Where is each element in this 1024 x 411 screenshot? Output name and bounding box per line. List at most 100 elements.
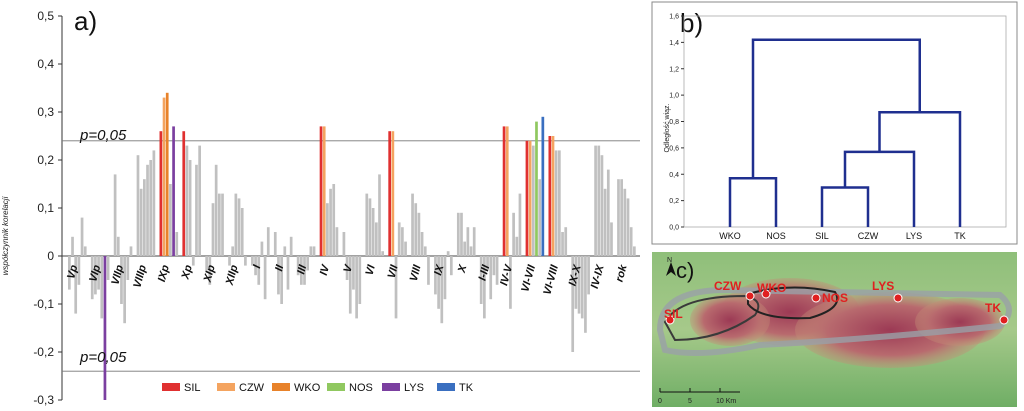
bar-III-CZW xyxy=(299,256,303,285)
bar-V-WKO xyxy=(348,256,352,314)
bar-IV-IX-CZW xyxy=(597,145,601,256)
dendrogram-leaf-labels: WKO NOS SIL CZW LYS TK xyxy=(719,231,966,241)
bar-VI-VIII-NOS xyxy=(558,150,561,256)
station-markers: SIL CZW WKO NOS LYS TK xyxy=(664,279,1009,325)
bar-IV-IX-WKO xyxy=(600,155,604,256)
bar-IX-X-LYS xyxy=(584,256,587,333)
bar-I-CZW xyxy=(254,256,257,276)
legend-label-nos: NOS xyxy=(349,382,373,394)
bar-VIIIp-WKO xyxy=(142,179,146,256)
bar-VI-VII-LYS xyxy=(538,179,542,256)
bar-VI-VIII-LYS xyxy=(561,232,564,256)
category-label: X xyxy=(456,263,470,275)
bar-II-CZW xyxy=(277,256,280,295)
bar-IX-X-SIL xyxy=(571,256,575,352)
bar-XIp-TK xyxy=(221,193,224,256)
bar-Xp-TK xyxy=(198,145,201,256)
bar-Vp-NOS xyxy=(77,256,81,285)
dendrogram-y-tick-label: 0,4 xyxy=(669,172,679,179)
bar-II-NOS xyxy=(283,246,287,256)
legend-label-wko: WKO xyxy=(294,382,321,394)
bar-VI-CZW xyxy=(368,198,372,256)
leaf-label-sil: SIL xyxy=(815,231,829,241)
bar-rok-WKO xyxy=(623,188,627,256)
category-label: XIIp xyxy=(224,263,241,287)
bar-VIIp-WKO xyxy=(120,256,123,304)
bar-XIIp-LYS xyxy=(240,208,244,256)
legend-swatch-wko xyxy=(272,383,290,391)
bar-IV-NOS xyxy=(329,188,332,256)
bar-VIIIp-LYS xyxy=(149,160,153,256)
bar-I-SIL xyxy=(251,256,254,266)
category-label: VIp xyxy=(87,263,103,283)
bar-IV-V-SIL xyxy=(502,126,506,257)
bar-VIII-CZW xyxy=(414,203,418,256)
category-label: rok xyxy=(614,263,630,283)
bar-rok-LYS xyxy=(629,227,633,256)
bar-VI-VII-SIL xyxy=(525,140,529,256)
legend-label-tk: TK xyxy=(459,382,474,394)
station-lys xyxy=(893,293,903,303)
category-label: Xp xyxy=(179,263,195,281)
bar-I-WKO xyxy=(257,256,261,285)
bar-I-III-NOS xyxy=(489,256,493,300)
dendrogram-link-3 xyxy=(878,111,962,227)
panel-b-label: b) xyxy=(680,8,703,38)
cluster-outline-wko-nos xyxy=(747,286,839,320)
bar-XIp-SIL xyxy=(205,256,208,271)
bar-IV-V-WKO xyxy=(509,256,512,309)
bar-VIIIp-TK xyxy=(152,150,156,256)
dendrogram-link-1 xyxy=(820,186,870,227)
cluster-outline-outer xyxy=(656,286,1012,357)
station-wko xyxy=(761,289,771,299)
bar-VIII-TK xyxy=(427,256,430,285)
leaf-label-czw: CZW xyxy=(858,231,879,241)
bar-VIIp-SIL xyxy=(113,174,117,256)
bar-IV-LYS xyxy=(332,184,336,256)
bar-VI-VII-WKO xyxy=(531,145,535,256)
bar-III-NOS xyxy=(306,256,310,271)
bar-IV-V-CZW xyxy=(505,126,509,257)
bar-VI-VIII-CZW xyxy=(551,136,555,256)
bar-IXp-LYS xyxy=(172,126,175,257)
bar-IX-NOS xyxy=(443,256,447,300)
bar-VIIp-LYS xyxy=(126,256,130,280)
bar-II-TK xyxy=(289,236,293,256)
bar-rok-TK xyxy=(633,246,636,256)
category-label: II xyxy=(273,263,286,273)
category-label: III xyxy=(295,263,309,276)
category-label: IV-IX xyxy=(589,263,607,290)
legend-swatch-tk xyxy=(437,383,455,391)
category-label: VIIp xyxy=(109,263,126,286)
bar-II-WKO xyxy=(280,256,283,304)
bar-VII-WKO xyxy=(394,256,398,319)
station-czw xyxy=(745,291,755,301)
scale-label-0: 0 xyxy=(658,398,662,405)
bar-IXp-TK xyxy=(175,232,179,256)
bar-VIIIp-SIL xyxy=(136,155,140,256)
station-label-sil: SIL xyxy=(664,307,683,321)
bar-IX-LYS xyxy=(446,251,450,256)
bar-VI-WKO xyxy=(371,208,375,256)
bar-series xyxy=(68,92,636,400)
bar-VIIIp-CZW xyxy=(139,188,143,256)
bar-VIIp-NOS xyxy=(123,256,126,324)
legend-swatch-czw xyxy=(217,383,235,391)
leaf-label-wko: WKO xyxy=(719,231,741,241)
category-label: VII xyxy=(386,263,401,280)
bar-II-SIL xyxy=(273,232,277,256)
leaf-label-lys: LYS xyxy=(906,231,922,241)
category-label: IX-X xyxy=(567,263,584,287)
bar-IV-V-LYS xyxy=(515,236,519,256)
bar-Vp-SIL xyxy=(68,256,71,290)
bar-VIII-LYS xyxy=(423,246,427,256)
bar-VII-LYS xyxy=(401,227,404,256)
bar-VIp-WKO xyxy=(97,256,100,290)
bar-I-NOS xyxy=(260,241,264,256)
bar-V-SIL xyxy=(342,232,346,256)
bar-rok-SIL xyxy=(617,179,620,256)
legend-swatch-lys xyxy=(382,383,400,391)
bar-I-III-TK xyxy=(495,256,499,285)
bar-X-CZW xyxy=(460,212,463,256)
